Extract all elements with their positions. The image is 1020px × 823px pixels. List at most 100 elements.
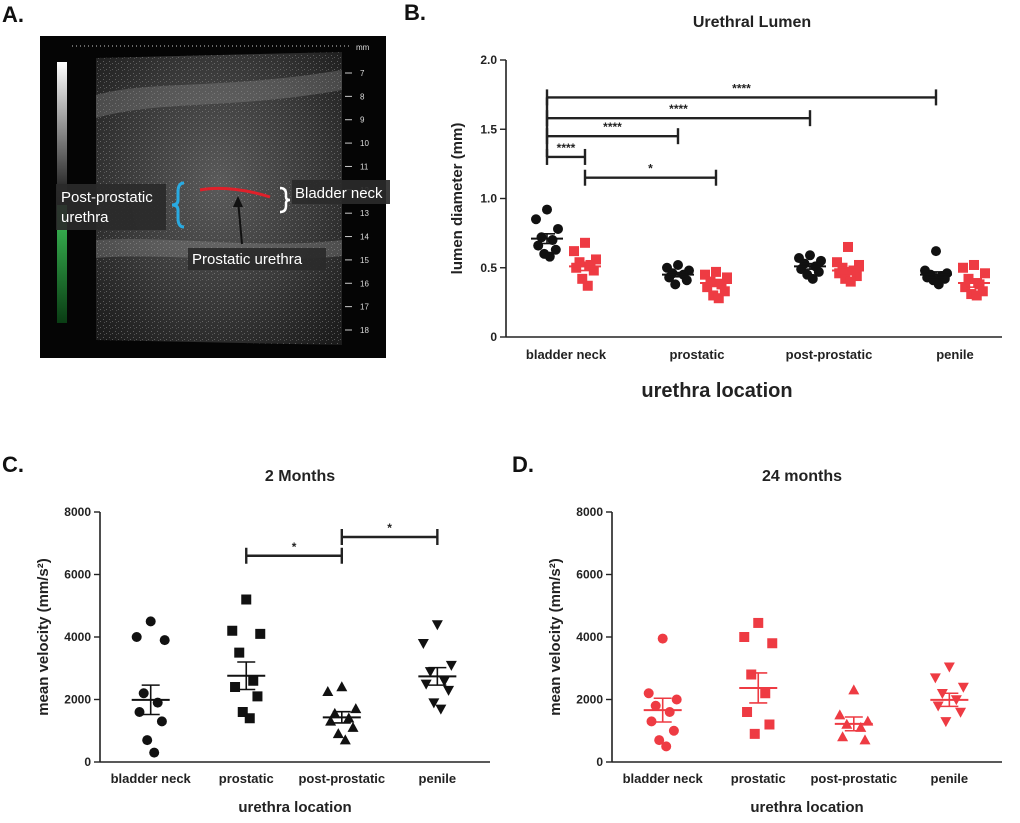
data-point xyxy=(661,741,672,752)
data-point xyxy=(933,279,944,290)
data-point xyxy=(582,280,593,291)
data-point xyxy=(643,688,654,699)
data-point xyxy=(580,237,590,248)
data-point xyxy=(544,251,555,262)
depth-label: 18 xyxy=(360,326,369,335)
data-point xyxy=(749,728,760,739)
chart-urethral-lumen: 0 0.5 1.0 1.5 2.0 Urethral Lumen lumen diamete… xyxy=(449,14,1002,402)
data-point xyxy=(971,290,982,301)
category-label: penile xyxy=(931,771,969,786)
colorbar-green xyxy=(57,205,67,323)
data-point xyxy=(424,667,436,678)
data-point xyxy=(713,293,724,304)
data-point xyxy=(742,707,753,717)
data-point xyxy=(654,735,665,746)
data-point xyxy=(974,279,985,290)
data-point xyxy=(536,232,547,243)
data-point xyxy=(237,707,248,717)
grayscale-bar xyxy=(57,62,67,202)
data-point xyxy=(252,691,263,702)
y-tick-label: 0 xyxy=(84,755,91,769)
data-point xyxy=(854,259,864,270)
depth-scale: 789101112131415161718 xyxy=(345,69,369,335)
data-point xyxy=(955,707,967,718)
y-tick-label: 8000 xyxy=(576,505,603,519)
y-tick-label: 2000 xyxy=(64,693,91,707)
y-tick-label: 6000 xyxy=(576,568,603,582)
significance-label: **** xyxy=(669,102,688,116)
prostatic-urethra-label-box xyxy=(188,248,326,270)
data-point xyxy=(848,684,860,695)
data-point xyxy=(428,698,440,709)
data-point xyxy=(443,685,455,696)
panel-letter-a: A. xyxy=(2,2,24,27)
y-tick-label: 8000 xyxy=(64,505,91,519)
data-point xyxy=(931,246,941,257)
data-point xyxy=(716,279,727,290)
chart-title: Urethral Lumen xyxy=(693,14,811,31)
y-tick-label: 1.5 xyxy=(480,122,497,136)
data-point xyxy=(859,734,871,745)
data-point xyxy=(760,688,771,699)
data-point xyxy=(845,276,856,287)
depth-label: 16 xyxy=(360,279,369,288)
data-point xyxy=(932,701,944,712)
data-point xyxy=(966,289,977,300)
y-tick-label: 2.0 xyxy=(480,53,497,67)
data-point xyxy=(940,717,952,728)
depth-label: 11 xyxy=(360,162,369,171)
data-point xyxy=(244,713,255,724)
data-point xyxy=(753,617,764,628)
y-tick-label: 6000 xyxy=(64,568,91,582)
data-point xyxy=(708,290,719,301)
data-point xyxy=(577,273,588,284)
data-point xyxy=(431,620,443,631)
post-prostatic-label-box xyxy=(56,184,166,230)
data-point xyxy=(746,669,757,680)
data-point xyxy=(255,628,266,639)
data-point xyxy=(834,268,845,279)
x-axis-title: urethra location xyxy=(641,380,792,402)
data-point xyxy=(843,241,853,252)
y-tick-label: 0 xyxy=(596,755,603,769)
x-axis-title: urethra location xyxy=(238,799,351,816)
data-point xyxy=(837,731,849,742)
data-point xyxy=(958,262,968,273)
depth-label: 14 xyxy=(360,233,369,242)
data-point xyxy=(145,616,156,627)
chart-title: 2 Months xyxy=(265,468,335,485)
data-point xyxy=(131,632,142,642)
data-point xyxy=(764,719,775,730)
y-axis-title: lumen diameter (mm) xyxy=(449,123,466,275)
data-point xyxy=(805,250,815,261)
data-point xyxy=(668,725,679,736)
bladder-neck-bracket xyxy=(279,186,291,214)
data-point xyxy=(227,625,238,636)
data-point xyxy=(591,254,601,265)
significance-label: * xyxy=(292,540,297,554)
ultrasound-speckle xyxy=(96,52,342,345)
category-label: penile xyxy=(936,347,974,362)
panel-letter-d: D. xyxy=(512,452,534,477)
data-point xyxy=(550,244,561,255)
prostatic-urethra-trace xyxy=(199,186,271,199)
data-point xyxy=(336,681,348,692)
category-label: prostatic xyxy=(670,347,725,362)
category-label: post-prostatic xyxy=(298,771,385,786)
data-point xyxy=(671,694,682,705)
data-point xyxy=(585,259,596,270)
post-prostatic-bracket xyxy=(171,181,185,229)
data-point xyxy=(159,635,170,646)
data-point xyxy=(705,276,716,287)
significance-label: * xyxy=(387,521,392,535)
data-point xyxy=(646,716,657,727)
data-point xyxy=(332,728,344,739)
depth-label: 15 xyxy=(360,256,369,265)
data-point xyxy=(960,282,971,293)
y-tick-label: 4000 xyxy=(576,630,603,644)
prostatic-arrow xyxy=(237,199,243,245)
depth-label: 8 xyxy=(360,92,365,101)
data-point xyxy=(807,273,818,284)
y-tick-label: 4000 xyxy=(64,630,91,644)
post-prostatic-label-2: urethra xyxy=(61,209,109,226)
